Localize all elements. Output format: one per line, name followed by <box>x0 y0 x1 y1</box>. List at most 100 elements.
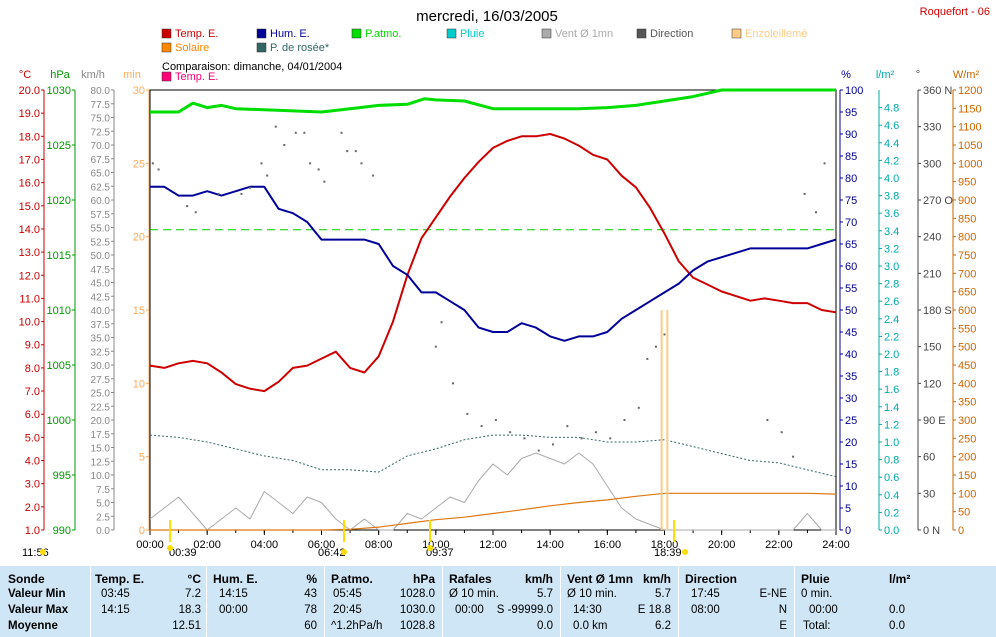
stats-wind-avg: 6.2 <box>655 620 671 632</box>
direction-point <box>623 419 626 421</box>
wind-axis-label: 42.5 <box>91 292 111 303</box>
press-axis-label: 1005 <box>47 360 71 372</box>
direction-point <box>823 162 826 165</box>
rain-axis-label: 0.0 <box>884 525 899 537</box>
stats-label-avg: Moyenne <box>8 620 58 632</box>
hum-axis-label: 70 <box>845 217 857 229</box>
legend-swatch <box>161 71 172 82</box>
direction-point <box>523 437 526 440</box>
direction-point <box>240 192 243 195</box>
stats-rain-total: 0.0 <box>889 620 905 632</box>
stats-wind-max-time: 14:30 <box>573 604 602 616</box>
stats-press: P.atmo. hPa 05:45 1028.0 20:45 1030.0 ^1… <box>324 566 443 637</box>
stats-press-avg: 1028.8 <box>399 620 435 632</box>
stats-press-min: 1028.0 <box>399 588 435 600</box>
temp-axis-label: 13.0 <box>19 247 40 259</box>
sun-unit: min <box>123 69 141 81</box>
hum-axis-label: 40 <box>845 349 857 361</box>
direction-point <box>552 443 555 446</box>
dir-axis-label: 210 <box>923 268 941 280</box>
time-label: 02:00 <box>193 539 221 551</box>
stats-dir-title: Direction <box>685 572 738 586</box>
stats-wind-distance: 0.0 km <box>573 620 608 632</box>
rain-axis-label: 1.4 <box>884 402 899 414</box>
stats-hum-max-time: 00:00 <box>219 604 248 616</box>
wind-axis-label: 30.0 <box>91 361 111 372</box>
wind-axis-label: 22.5 <box>91 402 111 413</box>
direction-point <box>814 211 817 214</box>
direction-point <box>360 162 363 165</box>
direction-point <box>340 131 343 134</box>
hum-axis-label: 50 <box>845 305 857 317</box>
temp-axis-label: 1.0 <box>25 525 40 537</box>
sun-axis-label: 30 <box>133 85 145 97</box>
solar-axis-label: 150 <box>958 470 976 482</box>
direction-point <box>266 174 269 177</box>
wind-axis-label: 52.5 <box>91 237 111 248</box>
direction-point <box>637 406 640 409</box>
stats-temp: Temp. E. °C 03:45 7.2 14:15 18.3 12.51 <box>90 566 207 637</box>
temp-axis-label: 10.0 <box>19 317 40 329</box>
sun-axis-label: 0 <box>139 525 145 537</box>
rain-axis-label: 3.4 <box>884 226 899 238</box>
sun-axis-label: 10 <box>133 378 145 390</box>
dir-axis-label: 180 S <box>923 305 952 317</box>
direction-point <box>792 455 795 458</box>
sun-axis-label: 5 <box>139 452 145 464</box>
time-label: 06:00 <box>308 539 336 551</box>
press-axis-label: 995 <box>53 470 71 482</box>
stats-press-unit: hPa <box>412 572 435 586</box>
legend-swatch <box>351 28 362 39</box>
direction-point <box>217 192 220 195</box>
time-label: 20:00 <box>708 539 736 551</box>
stats-temp-avg: 12.51 <box>172 620 201 632</box>
direction-point <box>354 150 357 153</box>
solar-axis-label: 1100 <box>958 122 982 134</box>
solar-axis-label: 850 <box>958 213 976 225</box>
stats-wind-title: Vent Ø 1mn <box>567 572 634 586</box>
legend: Temp. E. Hum. E. P.atmo. Pluie Vent Ø 1mn Dir… <box>161 28 807 83</box>
comparison-label: Comparaison: dimanche, 04/01/2004 <box>162 61 342 73</box>
rain-axis-label: 2.0 <box>884 349 899 361</box>
solar-axis-label: 0 <box>958 525 964 537</box>
legend-swatch <box>256 42 267 53</box>
station-name: Roquefort - 06 <box>920 6 990 18</box>
wind-axis-label: 70.0 <box>91 141 111 152</box>
rain-axis-label: 2.8 <box>884 279 899 291</box>
solar-axis-label: 950 <box>958 177 976 189</box>
direction-point <box>509 431 512 434</box>
stats-press-min-time: 05:45 <box>333 588 362 600</box>
stats-rain: Pluie l/m² 0 min. 00:00 0.0 Total: 0.0 <box>794 566 915 637</box>
time-label: 04:00 <box>251 539 279 551</box>
legend-label: Direction <box>650 28 693 40</box>
marker-time: 09:37 <box>426 547 454 559</box>
stats-rain-title: Pluie <box>801 572 830 586</box>
sun-marker-icon <box>40 549 46 555</box>
legend-swatch <box>636 28 647 39</box>
direction-point <box>803 192 806 195</box>
dir-axis-label: 240 <box>923 232 941 244</box>
sun-axis-label: 25 <box>133 158 145 170</box>
wind-axis-label: 62.5 <box>91 182 111 193</box>
series-vent-mn <box>149 452 836 531</box>
wind-axis-label: 2.5 <box>96 512 110 523</box>
stats-gust: Rafales km/h Ø 10 min. 5.7 00:00 S -9999… <box>442 566 561 637</box>
temp-axis-label: 4.0 <box>25 456 40 468</box>
direction-point <box>494 419 497 421</box>
stats-table: Sonde Valeur Min Valeur Max Moyenne Temp… <box>0 566 996 637</box>
rain-axis-label: 4.4 <box>884 138 899 150</box>
stats-temp-min-time: 03:45 <box>101 588 130 600</box>
direction-point <box>566 425 569 428</box>
wind-axis-label: 10.0 <box>91 471 111 482</box>
rain-axis-label: 2.2 <box>884 331 899 343</box>
chart-title: mercredi, 16/03/2005 <box>416 8 558 25</box>
rain-axis-label: 2.4 <box>884 314 899 326</box>
rain-axis-label: 4.2 <box>884 155 899 167</box>
dir-axis-label: 120 <box>923 378 941 390</box>
direction-point <box>309 162 312 165</box>
stats-press-max-time: 20:45 <box>333 604 362 616</box>
wind-axis-label: 67.5 <box>91 155 111 166</box>
stats-hum-min: 43 <box>304 588 317 600</box>
dir-unit: ° <box>916 69 920 81</box>
rain-axis-label: 1.0 <box>884 437 899 449</box>
